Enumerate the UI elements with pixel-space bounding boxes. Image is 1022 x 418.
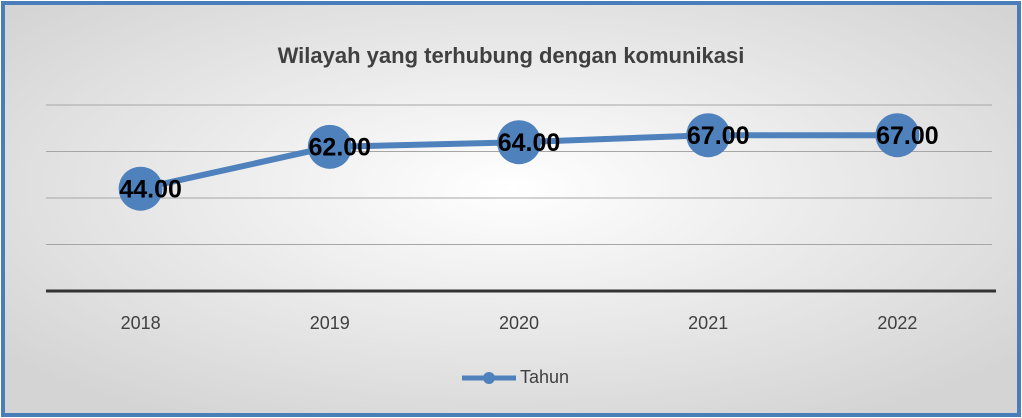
marker bbox=[686, 113, 731, 158]
x-tick-label: 2020 bbox=[499, 313, 539, 333]
marker bbox=[875, 113, 920, 158]
marker bbox=[307, 124, 352, 169]
x-tick-label: 2018 bbox=[121, 313, 161, 333]
chart-title: Wilayah yang terhubung dengan komunikasi bbox=[278, 43, 745, 68]
marker bbox=[118, 166, 163, 211]
data-label: 44.00 bbox=[119, 175, 182, 203]
data-label: 67.00 bbox=[687, 122, 750, 150]
x-tick-label: 2021 bbox=[688, 313, 728, 333]
x-tick-label: 2022 bbox=[877, 313, 917, 333]
legend-marker bbox=[483, 372, 495, 384]
data-label: 64.00 bbox=[498, 129, 561, 157]
x-tick-label: 2019 bbox=[310, 313, 350, 333]
legend-label: Tahun bbox=[520, 367, 569, 387]
data-label: 67.00 bbox=[876, 122, 939, 150]
data-label: 62.00 bbox=[309, 133, 372, 161]
marker bbox=[497, 120, 541, 165]
